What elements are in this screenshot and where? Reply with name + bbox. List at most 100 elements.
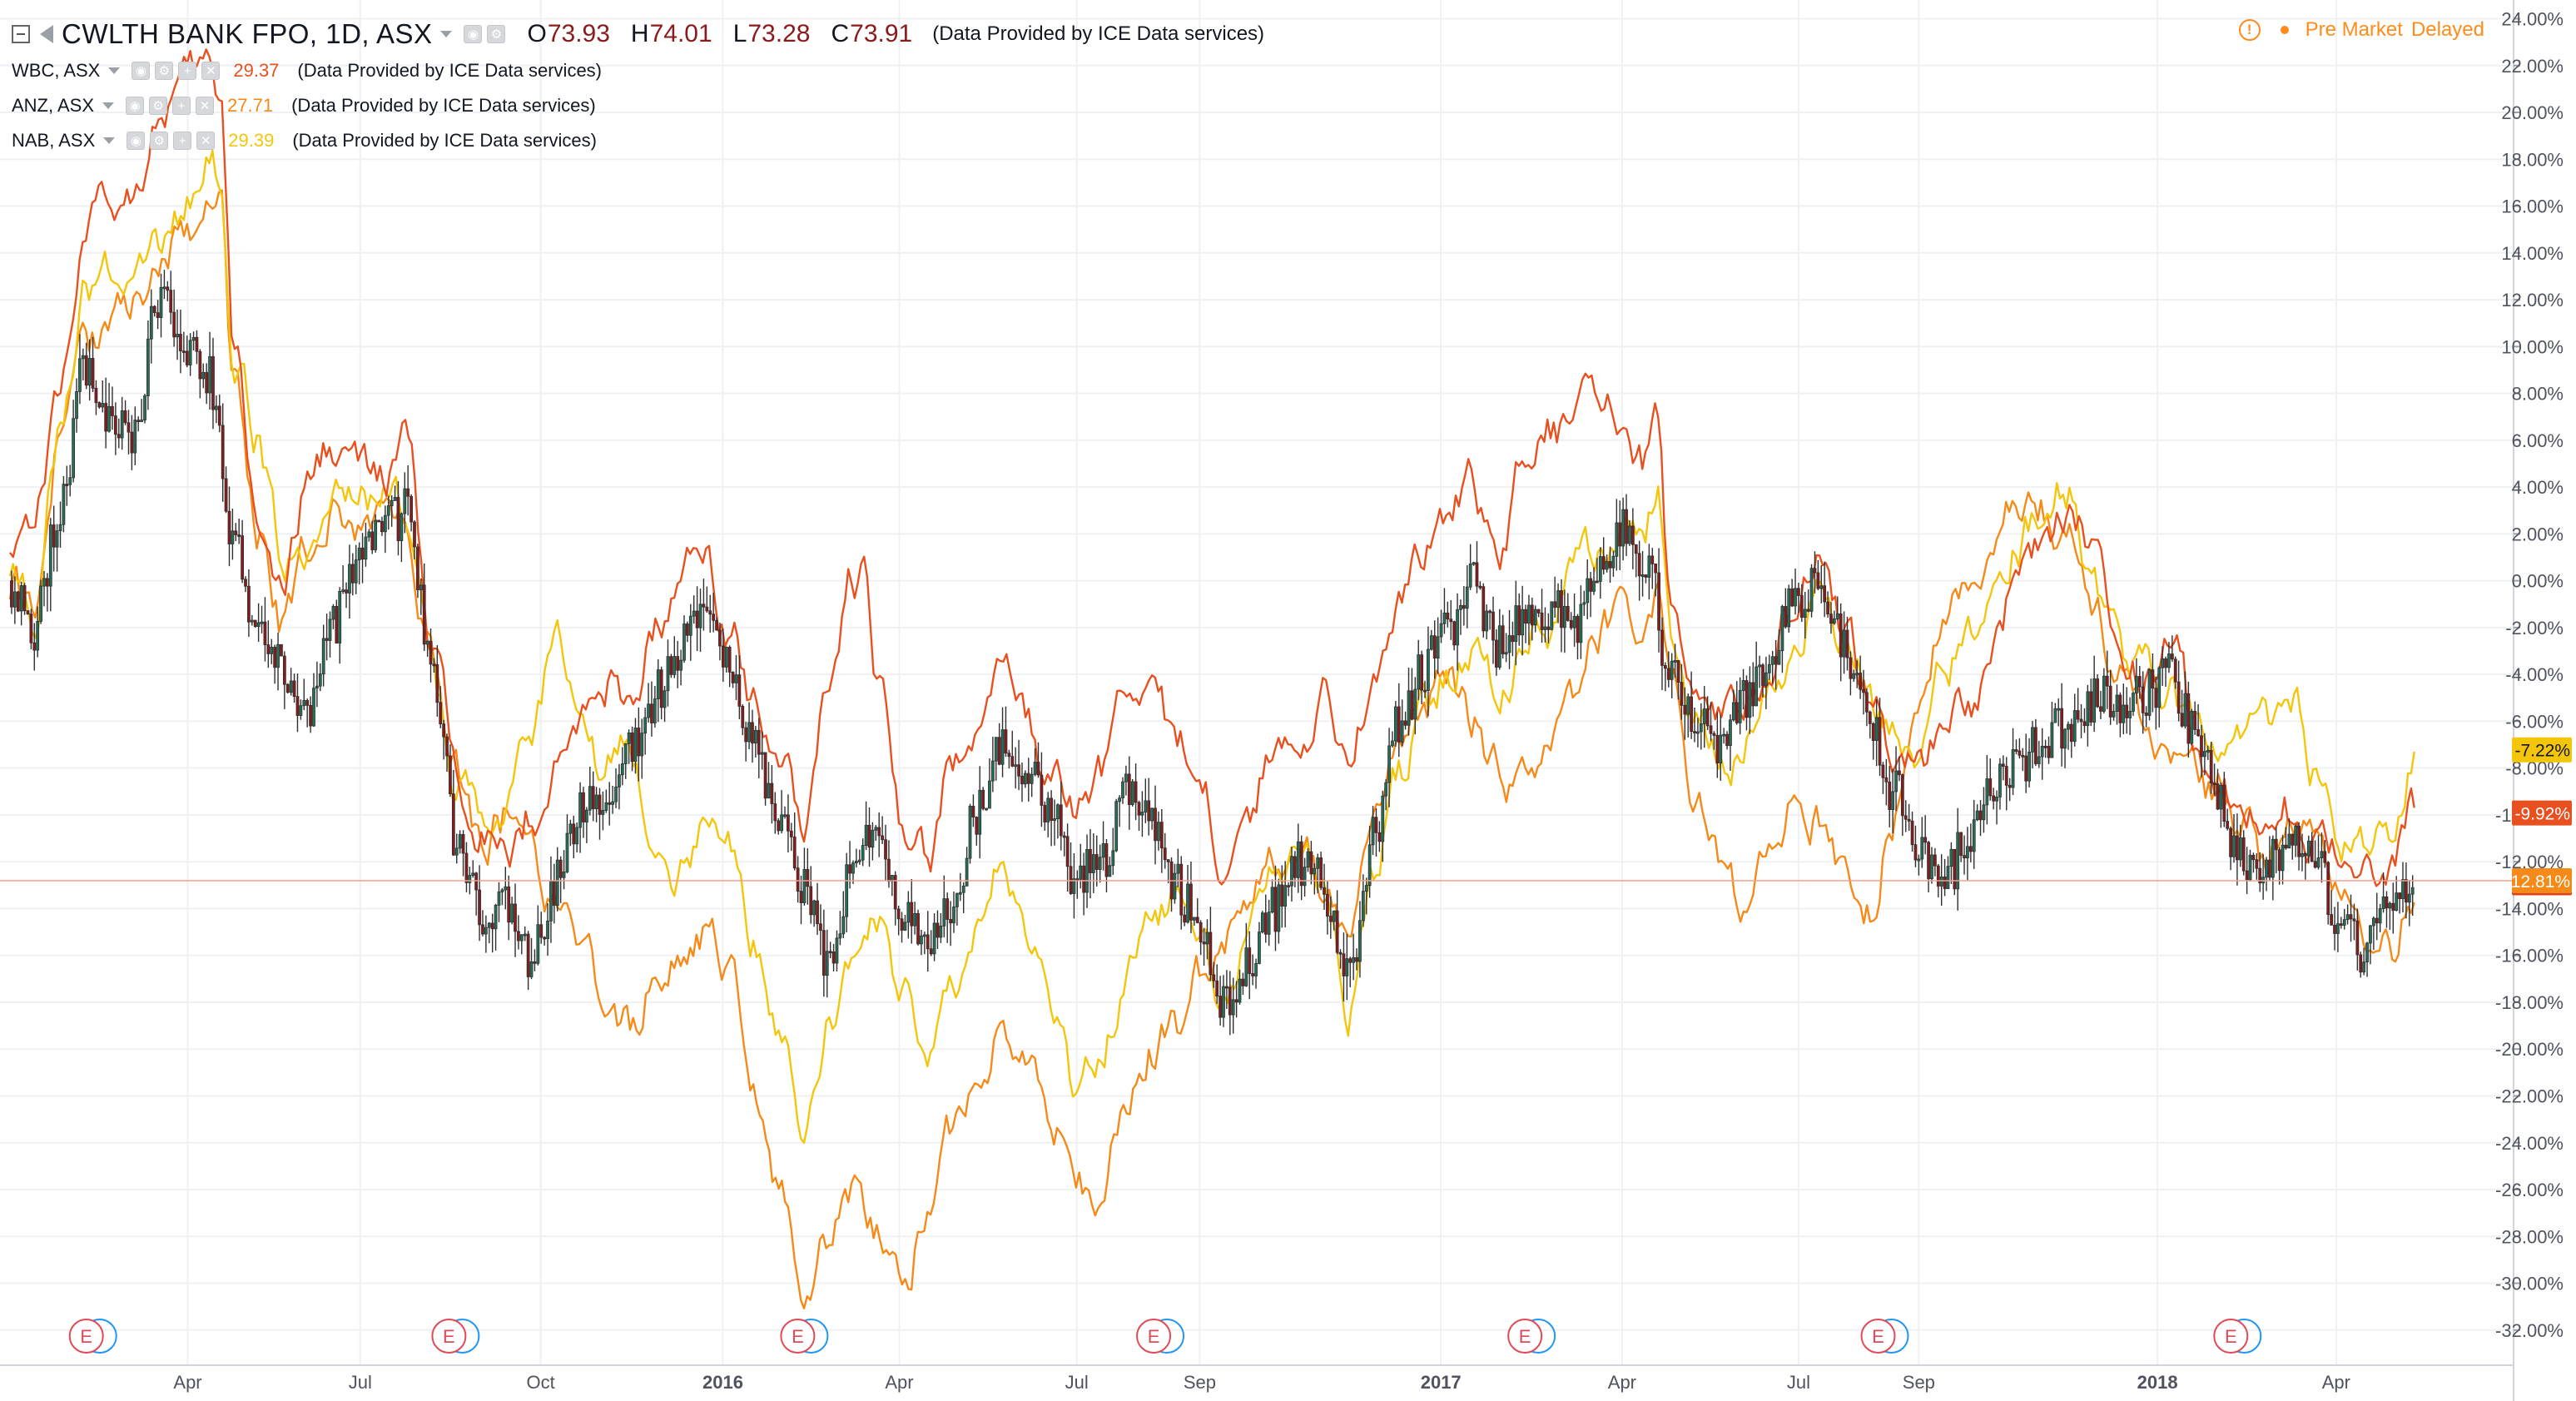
gear-icon[interactable]: ⚙ <box>155 62 174 80</box>
candle <box>2222 784 2226 822</box>
candle <box>1154 807 1157 842</box>
earnings-marker-icon[interactable] <box>1860 1319 1896 1354</box>
candle <box>608 802 612 805</box>
candle <box>2245 870 2249 881</box>
candle <box>994 737 998 762</box>
candle <box>1173 872 1177 900</box>
candle <box>705 606 709 612</box>
candle <box>282 655 286 685</box>
candle <box>1043 805 1047 822</box>
series-line-nab[interactable] <box>8 149 2415 1145</box>
candle <box>360 547 365 560</box>
candle <box>474 872 479 891</box>
premarket-status[interactable]: ! Pre Market Delayed <box>2238 18 2484 42</box>
add-icon[interactable]: + <box>178 62 197 80</box>
series-end-badge[interactable] <box>2512 800 2572 826</box>
chevron-down-icon[interactable] <box>440 31 453 37</box>
candle <box>1335 910 1339 953</box>
candle <box>1676 659 1680 683</box>
candle <box>241 535 244 580</box>
candle <box>1263 912 1268 935</box>
candle <box>318 673 322 687</box>
candle <box>1680 682 1684 706</box>
candle <box>309 704 312 727</box>
candle <box>1225 986 1228 989</box>
candle <box>787 814 790 832</box>
candle <box>1524 609 1527 624</box>
comparison-symbol[interactable]: WBC, ASX <box>12 60 101 81</box>
chevron-down-icon[interactable] <box>103 137 116 144</box>
candle <box>2369 925 2372 944</box>
candle <box>2385 896 2389 909</box>
collapse-legend-button[interactable] <box>12 25 30 43</box>
candle <box>1618 522 1622 547</box>
candle <box>1270 887 1274 913</box>
earnings-marker-icon[interactable] <box>1507 1319 1543 1354</box>
candle <box>2352 918 2356 922</box>
comparison-symbol[interactable]: NAB, ASX <box>12 130 96 151</box>
symbol-title[interactable]: CWLTH BANK FPO, 1D, ASX <box>62 18 433 49</box>
candle <box>1326 893 1329 917</box>
candle <box>2004 766 2008 786</box>
earnings-marker-icon[interactable] <box>1136 1319 1172 1354</box>
candle <box>504 886 508 891</box>
candle <box>874 827 878 831</box>
earnings-marker-icon[interactable] <box>68 1319 104 1354</box>
add-icon[interactable]: + <box>173 132 192 150</box>
earnings-marker-icon[interactable] <box>2213 1319 2249 1354</box>
ohlc-values: O73.93 H74.01 L73.28 C73.91 <box>527 20 912 48</box>
price-badge[interactable] <box>2512 867 2572 893</box>
candle <box>1576 616 1580 643</box>
gear-icon[interactable]: ⚙ <box>150 132 169 150</box>
eye-icon[interactable]: ◉ <box>127 132 146 150</box>
earnings-marker-icon[interactable] <box>780 1319 816 1354</box>
series-line-anz[interactable] <box>8 189 2415 1310</box>
candle <box>1195 917 1199 923</box>
candle <box>2099 706 2102 712</box>
candle <box>2157 667 2162 708</box>
candle <box>1556 590 1560 609</box>
eye-icon[interactable]: ◉ <box>126 97 145 115</box>
x-tick-label: Jul <box>1787 1372 1810 1393</box>
series-end-badge[interactable] <box>2512 737 2572 763</box>
flag-icon[interactable] <box>40 25 53 43</box>
candle <box>1611 555 1616 569</box>
candle <box>2391 902 2395 912</box>
close-icon[interactable]: ✕ <box>201 62 221 80</box>
eye-icon[interactable]: ◉ <box>464 25 483 43</box>
candle <box>802 868 807 903</box>
comparison-symbol[interactable]: ANZ, ASX <box>12 95 95 116</box>
candle <box>2173 658 2177 683</box>
gear-icon[interactable]: ⚙ <box>149 97 168 115</box>
close-icon[interactable]: ✕ <box>196 132 216 150</box>
candle <box>1345 958 1349 976</box>
warning-icon[interactable]: ! <box>2238 19 2261 41</box>
candle <box>1884 777 1889 782</box>
candle <box>285 683 290 693</box>
y-tick-label: -24.00% <box>2495 1133 2564 1154</box>
candle <box>1134 781 1138 803</box>
candle <box>1446 612 1450 620</box>
earnings-marker-icon[interactable] <box>431 1319 467 1354</box>
candle <box>1010 756 1015 767</box>
eye-icon[interactable]: ◉ <box>132 62 151 80</box>
candle <box>1992 795 1996 802</box>
close-icon[interactable]: ✕ <box>196 97 215 115</box>
candle <box>1625 509 1628 544</box>
earnings-marker-label: E <box>443 1326 455 1347</box>
candle <box>1040 774 1044 806</box>
candle <box>10 580 13 608</box>
candle <box>1533 609 1537 626</box>
candle <box>1053 818 1056 821</box>
candle <box>1644 574 1648 578</box>
candle <box>156 312 160 318</box>
add-icon[interactable]: + <box>172 97 191 115</box>
candle <box>623 743 628 764</box>
candle <box>380 520 384 533</box>
series-line-wbc[interactable] <box>9 48 2415 887</box>
chevron-down-icon[interactable] <box>102 102 115 109</box>
chevron-down-icon[interactable] <box>108 67 121 74</box>
gear-icon[interactable]: ⚙ <box>487 25 506 43</box>
